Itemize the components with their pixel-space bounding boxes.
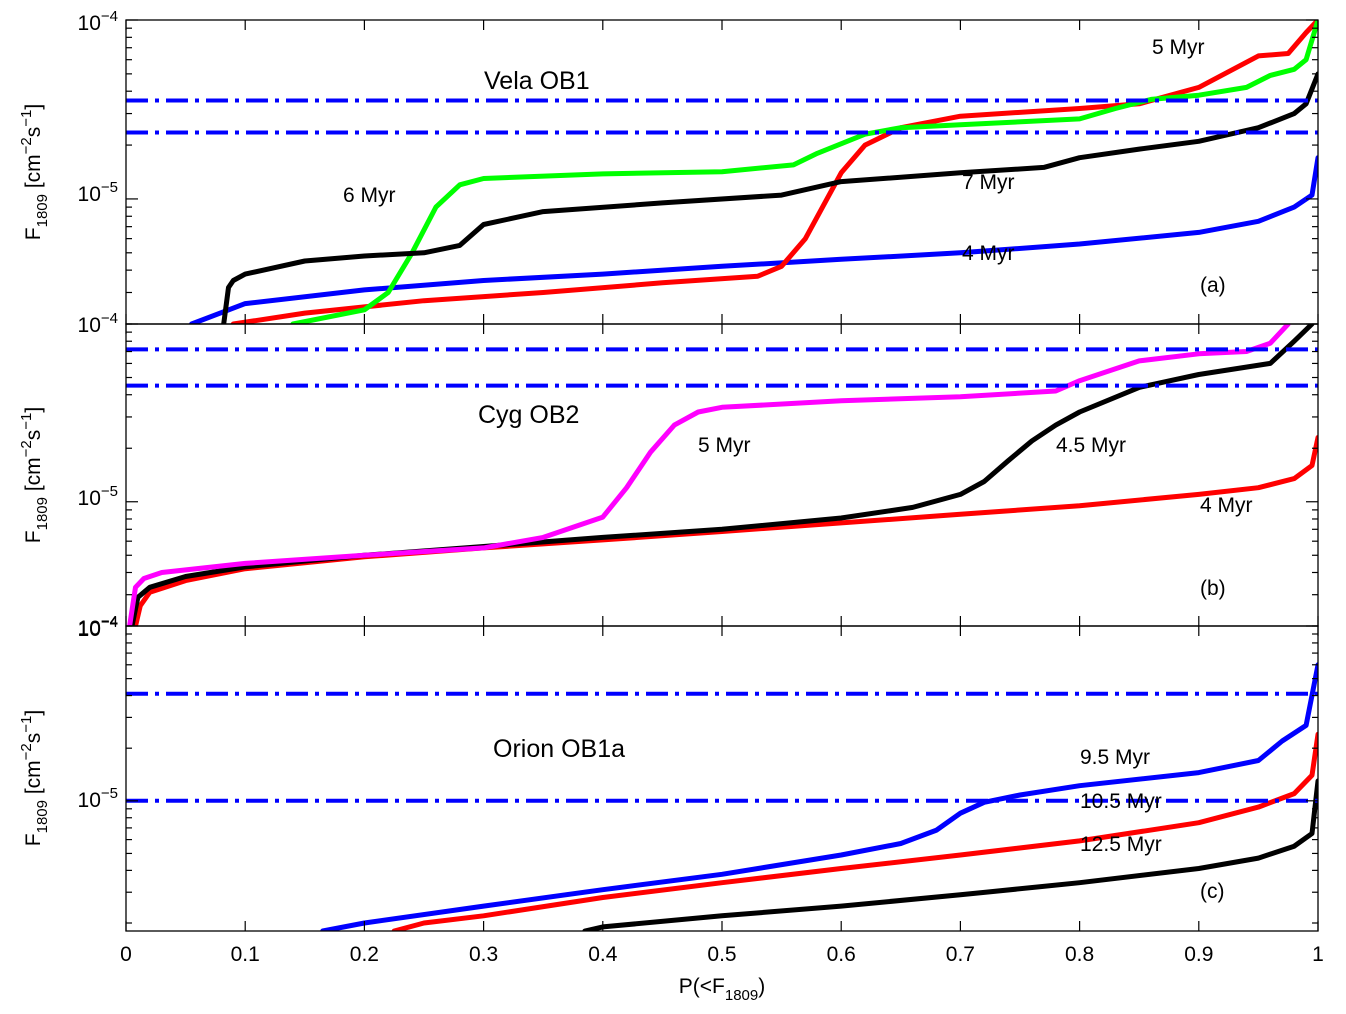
axes-frame — [125, 323, 1319, 627]
y-tick-label-mid: 10−5 — [78, 483, 118, 510]
series-line-4-myr — [133, 435, 1318, 626]
x-tick-label: 1 — [1312, 943, 1324, 966]
annotation-5myr: 5 Myr — [1152, 36, 1205, 59]
x-tick-label: 0.7 — [946, 943, 975, 966]
annotation-12-5myr: 12.5 Myr — [1080, 833, 1162, 856]
series-line-5-myr — [127, 324, 1291, 626]
x-tick-label: 0.5 — [707, 943, 736, 966]
x-ticks — [125, 20, 1319, 324]
y-tick-labels: 10−5 10−4 — [78, 483, 118, 640]
y-axis-label: F1809 [cm−2s−1] — [18, 710, 51, 846]
panel-title: Vela OB1 — [484, 67, 590, 95]
x-tick-label: 0.2 — [350, 943, 379, 966]
plot-area — [126, 324, 1318, 626]
x-tick-label: 0.9 — [1184, 943, 1213, 966]
annotation-4myr: 4 Myr — [1200, 494, 1253, 517]
panel-label: (a) — [1200, 274, 1226, 297]
panel-label: (b) — [1200, 577, 1226, 600]
y-tick-label-mid: 10−5 — [78, 785, 118, 812]
panel-orion: 10−4 10−5 0 0.1 0.2 0.3 0.4 0.5 0.6 0.7 0.8 0.9 1 … — [18, 614, 1324, 1004]
y-ticks — [126, 323, 1318, 627]
plot-area — [126, 662, 1318, 931]
series-line-12-5-myr — [582, 778, 1318, 931]
x-tick-labels: 0 0.1 0.2 0.3 0.4 0.5 0.6 0.7 0.8 0.9 1 — [120, 943, 1324, 966]
annotation-7myr: 7 Myr — [962, 171, 1015, 194]
y-tick-label-mid: 10−5 — [78, 179, 118, 206]
x-ticks — [125, 324, 1319, 626]
x-tick-label: 0.3 — [469, 943, 498, 966]
annotation-5myr: 5 Myr — [698, 434, 751, 457]
panel-vela: 10−4 10−5 10−4 F1809 [cm−2s−1] Vela OB1 … — [18, 8, 1319, 337]
annotation-6myr: 6 Myr — [343, 184, 396, 207]
y-tick-label-top: 10−4 — [78, 614, 118, 641]
series-line-4-5-myr — [129, 324, 1315, 626]
y-axis-label: F1809 [cm−2s−1] — [18, 407, 51, 543]
series-line-7-myr — [221, 71, 1318, 324]
series-line-5-myr — [230, 20, 1318, 324]
y-axis-label: F1809 [cm−2s−1] — [18, 104, 51, 240]
series-line-4-myr — [189, 155, 1318, 324]
plot-area — [126, 20, 1318, 324]
y-tick-label-bottom: 10−4 — [78, 310, 118, 337]
y-tick-labels: 10−4 10−5 10−4 — [78, 8, 118, 337]
y-ticks — [126, 625, 1318, 924]
series-line-6-myr — [290, 20, 1318, 324]
panel-title: Cyg OB2 — [478, 401, 579, 429]
x-tick-label: 0.4 — [588, 943, 618, 966]
annotation-9-5myr: 9.5 Myr — [1080, 746, 1150, 769]
x-tick-label: 0.6 — [827, 943, 856, 966]
panel-label: (c) — [1200, 880, 1225, 903]
x-tick-label: 0.1 — [231, 943, 260, 966]
y-tick-labels: 10−4 10−5 — [78, 614, 118, 812]
annotation-4myr: 4 Myr — [962, 242, 1015, 265]
panel-title: Orion OB1a — [493, 735, 625, 763]
x-tick-label: 0.8 — [1065, 943, 1094, 966]
x-tick-label: 0 — [120, 943, 132, 966]
annotation-4-5myr: 4.5 Myr — [1056, 434, 1126, 457]
x-axis-label: P(<F1809) — [679, 975, 765, 1004]
annotation-10-5myr: 10.5 Myr — [1080, 790, 1162, 813]
y-tick-label-top: 10−4 — [78, 8, 118, 35]
panel-cyg: 10−5 10−4 F1809 [cm−2s−1] Cyg OB2 (b) 5 … — [18, 323, 1319, 640]
series-line-9-5-myr — [320, 662, 1318, 931]
y-tick-label-bottom: 10−4 — [78, 613, 118, 640]
series-line-10-5-myr — [391, 731, 1318, 931]
x-ticks — [125, 626, 1319, 931]
